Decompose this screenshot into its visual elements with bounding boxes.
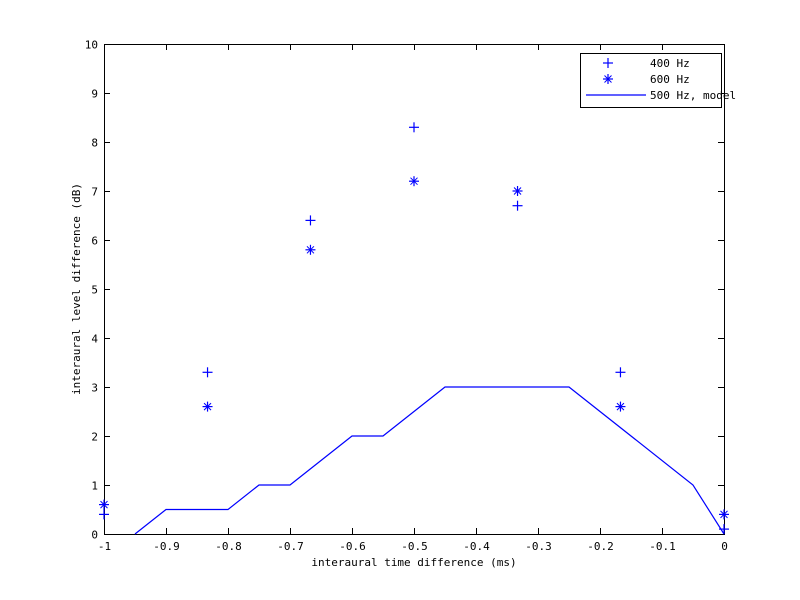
x-tick-label: -0.6: [339, 540, 366, 553]
series-500-hz-model: [134, 386, 725, 535]
y-tick-label: 0: [91, 529, 98, 542]
y-tick-label: 9: [91, 88, 98, 101]
y-tick-label: 3: [91, 382, 98, 395]
y-tick-label: 1: [91, 480, 98, 493]
y-tick-label: 4: [91, 333, 98, 346]
axes-frame: [104, 44, 725, 535]
x-tick-label: -0.2: [587, 540, 614, 553]
y-tick-label: 7: [91, 186, 98, 199]
star-marker-d2: [100, 500, 108, 509]
y-tick-label: 5: [91, 284, 98, 297]
star-marker-d2: [720, 510, 728, 519]
x-axis: -1 -0.9 -0.8 -0.7 -0.6 -0.5 -0.4 -0.3 -0.2 -0.1 0: [98, 44, 728, 553]
series-400-hz: [99, 122, 729, 535]
plot-area: [104, 44, 725, 535]
y-tick-label: 8: [91, 137, 98, 150]
x-tick-label: -0.3: [525, 540, 552, 553]
y-tick-label: 10: [85, 39, 98, 52]
star-marker-d2: [604, 75, 612, 83]
y-tick-label: 6: [91, 235, 98, 248]
x-axis-label: interaural time difference (ms): [311, 556, 516, 569]
x-tick-label: -0.7: [277, 540, 304, 553]
series-600-hz: [99, 176, 729, 520]
star-marker-d2: [203, 402, 212, 411]
y-axis: 0 1 2 3 4 5 6 7 8 9 10: [85, 39, 724, 542]
y-tick-label: 2: [91, 431, 98, 444]
legend-label: 600 Hz: [650, 73, 690, 86]
x-tick-label: -0.1: [649, 540, 676, 553]
x-tick-label: -0.8: [215, 540, 242, 553]
star-marker-d2: [513, 187, 522, 195]
star-marker-d2: [616, 402, 625, 411]
x-tick-label: -1: [98, 540, 111, 553]
star-marker-d2: [306, 245, 315, 254]
legend-label: 500 Hz, model: [650, 89, 736, 102]
y-axis-label: interaural level difference (dB): [70, 183, 83, 395]
x-tick-label: -0.9: [153, 540, 180, 553]
star-marker-d2: [410, 177, 418, 186]
model-line: [134, 386, 725, 535]
x-tick-label: -0.5: [401, 540, 428, 553]
legend-label: 400 Hz: [650, 57, 690, 70]
series-layer: [99, 122, 729, 535]
x-tick-label: 0: [721, 540, 728, 553]
x-tick-label: -0.4: [463, 540, 490, 553]
legend: 400 Hz 600 Hz 500 Hz, model: [580, 53, 736, 108]
